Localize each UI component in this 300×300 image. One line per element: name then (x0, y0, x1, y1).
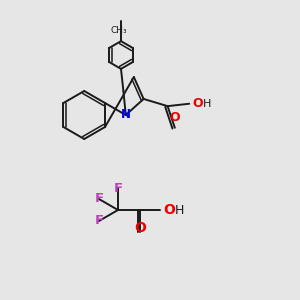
Text: H: H (175, 203, 184, 217)
Text: CH₃: CH₃ (111, 26, 127, 35)
Text: F: F (113, 182, 123, 194)
Text: O: O (169, 111, 180, 124)
Text: O: O (163, 203, 175, 217)
Text: O: O (134, 221, 146, 235)
Text: H: H (203, 99, 212, 109)
Text: N: N (121, 109, 131, 122)
Text: F: F (94, 214, 103, 227)
Text: O: O (192, 97, 203, 110)
Text: F: F (94, 193, 103, 206)
